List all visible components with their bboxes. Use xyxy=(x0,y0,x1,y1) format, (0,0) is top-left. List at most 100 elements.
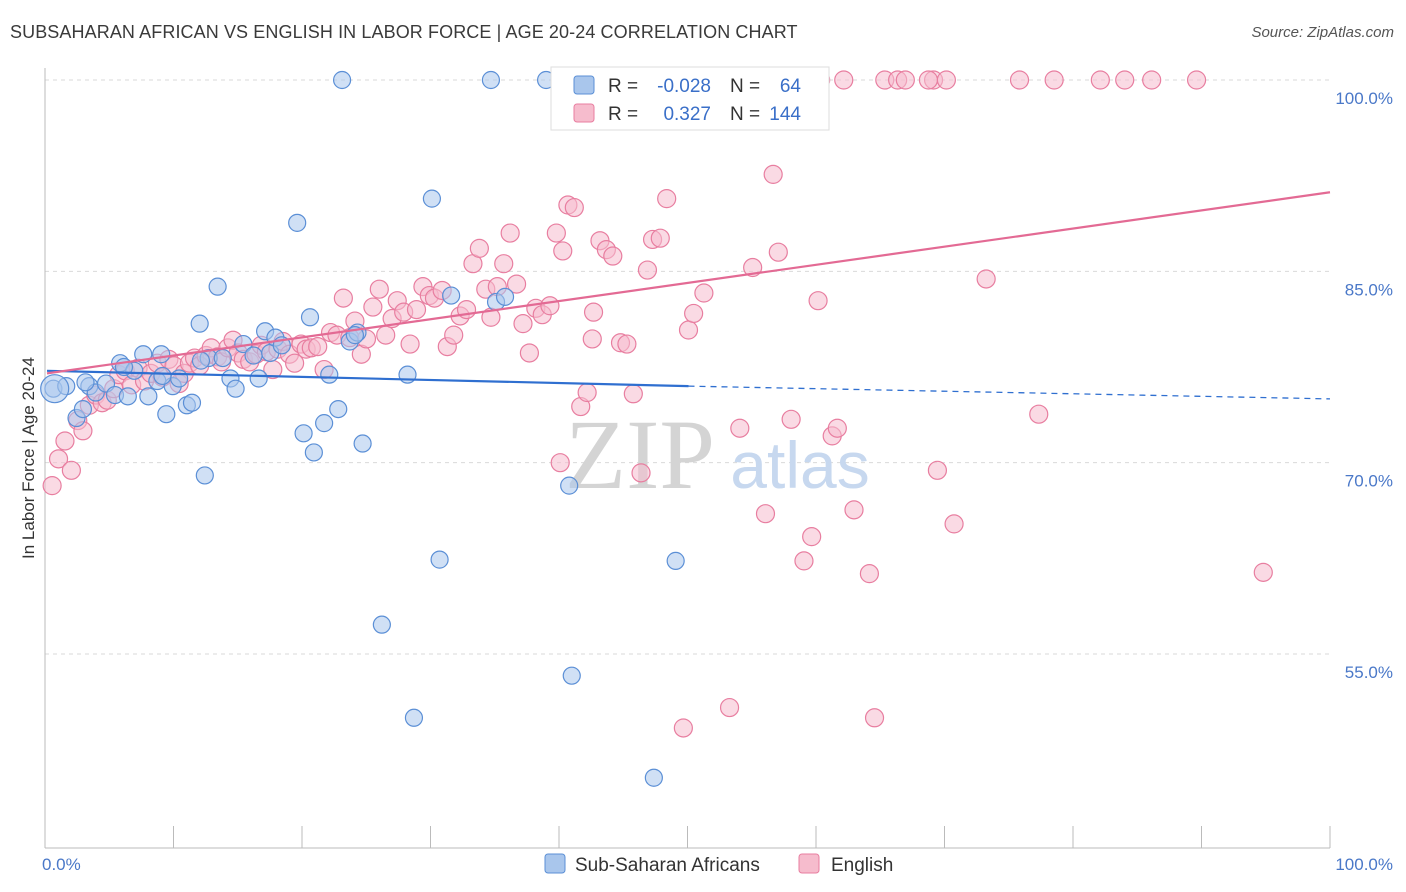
x-tick-label-max: 100.0% xyxy=(1335,855,1393,874)
sub-saharan-point xyxy=(442,286,461,305)
legend-n-value-pink: 144 xyxy=(769,104,801,125)
sub-saharan-point xyxy=(195,466,214,485)
sub-saharan-point xyxy=(294,424,313,443)
english-point xyxy=(1044,70,1064,90)
y-tick-labels: 100.0% 85.0% 70.0% 55.0% xyxy=(1335,89,1393,682)
sub-saharan-point xyxy=(300,308,320,327)
english-point xyxy=(678,320,699,340)
sub-saharan-point xyxy=(182,393,202,412)
english-point xyxy=(48,449,69,469)
series-legend-label-sub-saharan: Sub-Saharan Africans xyxy=(575,855,760,876)
english-point xyxy=(1090,70,1110,90)
english-point xyxy=(1186,70,1207,90)
english-point xyxy=(400,334,420,354)
y-tick-label: 100.0% xyxy=(1335,89,1393,108)
english-point xyxy=(494,254,514,274)
legend-r-value-blue: -0.028 xyxy=(657,76,711,97)
sub-saharan-point xyxy=(644,768,663,787)
english-point xyxy=(376,325,396,345)
english-point xyxy=(927,460,948,480)
english-point xyxy=(1253,562,1273,582)
sub-saharan-point xyxy=(40,374,70,404)
english-point xyxy=(540,296,560,316)
legend-swatch-pink xyxy=(573,103,595,123)
english-point xyxy=(506,274,527,294)
english-point xyxy=(369,279,389,299)
english-point xyxy=(513,314,533,334)
english-point xyxy=(1009,70,1030,90)
sub-saharan-point xyxy=(118,387,137,406)
english-point xyxy=(794,551,814,571)
english-point xyxy=(684,303,704,324)
watermark-zip: ZIP xyxy=(565,399,715,510)
english-point xyxy=(623,384,643,404)
sub-saharan-point xyxy=(481,70,501,90)
english-point xyxy=(617,334,637,354)
english-point xyxy=(743,257,763,278)
legend-r-label-blue: R = xyxy=(608,76,638,97)
english-point xyxy=(546,223,566,243)
sub-saharan-point xyxy=(190,314,209,333)
english-point xyxy=(61,460,81,480)
english-point xyxy=(42,476,62,496)
chart-title: SUBSAHARAN AFRICAN VS ENGLISH IN LABOR F… xyxy=(10,22,798,42)
english-point xyxy=(768,242,788,262)
sub-saharan-point xyxy=(249,369,268,388)
sub-saharan-point xyxy=(560,476,579,495)
english-point xyxy=(500,223,520,243)
english-point xyxy=(864,708,885,728)
english-point xyxy=(631,463,651,483)
sub-saharan-point xyxy=(152,345,171,364)
english-point xyxy=(673,718,693,738)
sub-saharan-trend-line xyxy=(46,369,689,388)
sub-saharan-point xyxy=(372,615,391,634)
english-point xyxy=(719,697,740,718)
english-point xyxy=(406,300,427,320)
y-axis-label: In Labor Force | Age 20-24 xyxy=(19,357,38,559)
english-point xyxy=(564,197,584,218)
y-tick-label: 70.0% xyxy=(1345,472,1393,491)
english-point xyxy=(895,70,915,90)
series-legend-swatch-blue xyxy=(544,853,566,874)
source-label: Source: ZipAtlas.com xyxy=(1251,24,1394,41)
sub-saharan-point xyxy=(76,373,95,392)
trend-lines xyxy=(46,191,1331,400)
sub-saharan-point xyxy=(353,434,372,453)
english-point xyxy=(834,70,854,90)
sub-saharan-point xyxy=(666,551,685,570)
english-point xyxy=(1029,404,1049,424)
legend-n-label-pink: N = xyxy=(730,104,760,125)
y-tick-label: 55.0% xyxy=(1345,663,1393,682)
sub-saharan-point xyxy=(404,708,424,727)
english-point xyxy=(577,382,597,403)
x-tick-label-min: 0.0% xyxy=(42,855,81,874)
sub-saharan-point xyxy=(139,387,158,406)
english-point xyxy=(469,238,489,258)
english-point xyxy=(1115,70,1135,90)
axes xyxy=(44,68,1331,849)
english-point xyxy=(763,164,783,184)
legend-n-label-blue: N = xyxy=(730,76,760,97)
english-point xyxy=(976,269,996,289)
english-point xyxy=(550,453,570,473)
sub-saharan-trend-extension xyxy=(688,385,1331,400)
english-point xyxy=(308,336,328,357)
sub-saharan-point xyxy=(288,213,307,232)
sub-saharan-point xyxy=(73,399,93,419)
english-point xyxy=(285,353,305,373)
english-point xyxy=(694,283,714,303)
english-trend-line xyxy=(46,191,1331,375)
watermark: ZIP atlas xyxy=(565,399,870,510)
watermark-atlas: atlas xyxy=(730,428,869,502)
english-point xyxy=(802,527,822,547)
series-legend-label-english: English xyxy=(831,855,893,876)
sub-saharan-point xyxy=(304,443,323,462)
sub-saharan-point xyxy=(329,399,348,419)
sub-saharan-point xyxy=(562,666,581,685)
english-point xyxy=(55,431,75,451)
legend-box xyxy=(550,66,830,131)
english-point xyxy=(657,189,677,209)
english-point xyxy=(444,325,464,345)
sub-saharan-point xyxy=(157,405,176,424)
